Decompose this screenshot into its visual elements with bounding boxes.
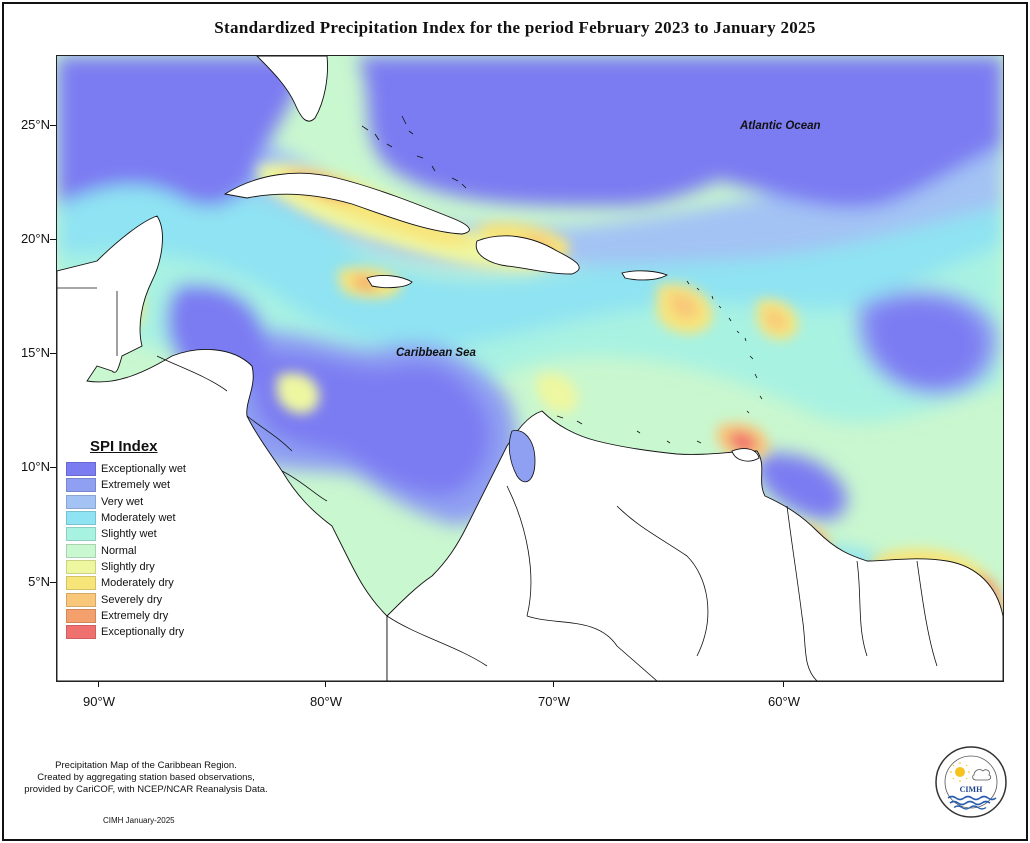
legend-label: Exceptionally dry (101, 626, 185, 639)
legend-item: Extremely dry (66, 608, 206, 624)
legend-swatch (66, 527, 96, 542)
land-cuba (223, 172, 470, 235)
wave-icon (947, 795, 997, 801)
legend-item: Moderately wet (66, 510, 206, 526)
x-tickmark (553, 681, 554, 687)
legend-item: Extremely wet (66, 477, 206, 493)
y-tick-label: 10°N (20, 459, 50, 474)
legend-swatch (66, 559, 96, 574)
legend-label: Normal (101, 544, 137, 557)
legend-swatch (66, 592, 96, 607)
land-south-america (386, 410, 1003, 681)
x-tick-label: 80°W (310, 694, 342, 709)
legend-item: Severely dry (66, 591, 206, 607)
legend-item: Very wet (66, 494, 206, 510)
logo-text: CIMH (960, 785, 983, 794)
legend-item: Slightly dry (66, 559, 206, 575)
legend-swatch (66, 608, 96, 623)
y-tickmark (50, 353, 56, 354)
legend-label: Moderately wet (101, 512, 176, 525)
legend-swatch (66, 543, 96, 558)
legend-swatch (66, 478, 96, 493)
legend-label: Extremely wet (101, 479, 171, 492)
y-tick-label: 25°N (20, 117, 50, 132)
credit-line: provided by CariCOF, with NCEP/NCAR Rean… (24, 784, 268, 795)
land-masses (57, 56, 1003, 681)
credit-line: Precipitation Map of the Caribbean Regio… (55, 760, 237, 771)
legend-swatch (66, 576, 96, 591)
spi-legend: SPI Index Exceptionally wet Extremely wet… (66, 438, 206, 640)
legend-title: SPI Index (90, 438, 158, 455)
x-tick-label: 70°W (538, 694, 570, 709)
legend-label: Moderately dry (101, 577, 174, 590)
legend-swatch (66, 511, 96, 526)
small-islands (361, 115, 763, 444)
label-caribbean-sea: Caribbean Sea (396, 347, 476, 359)
lake-maracaibo (508, 430, 536, 483)
credit-date: CIMH January-2025 (103, 816, 175, 825)
land-trinidad (731, 448, 760, 462)
legend-label: Very wet (101, 495, 144, 508)
spi-map (56, 55, 1004, 682)
y-tickmark (50, 582, 56, 583)
x-tickmark (98, 681, 99, 687)
legend-swatch (66, 462, 96, 477)
spi-map-svg (57, 56, 1003, 681)
legend-item: Normal (66, 542, 206, 558)
legend-label: Exceptionally wet (101, 463, 186, 476)
cimh-logo-svg: CIMH (935, 746, 1007, 818)
legend-item: Moderately dry (66, 575, 206, 591)
land-jamaica (366, 275, 413, 289)
credit-text: Precipitation Map of the Caribbean Regio… (6, 760, 286, 796)
legend-label: Slightly wet (101, 528, 157, 541)
y-tickmark (50, 467, 56, 468)
legend-swatch (66, 494, 96, 509)
legend-label: Severely dry (101, 593, 163, 606)
borders (57, 287, 938, 681)
y-tickmark (50, 125, 56, 126)
legend-label: Slightly dry (101, 560, 155, 573)
legend-swatch (66, 625, 96, 640)
land-mexico-central-america (57, 215, 388, 681)
land-hispaniola (475, 235, 580, 275)
x-tick-label: 60°W (768, 694, 800, 709)
y-tick-label: 5°N (28, 574, 50, 589)
legend-rows: Exceptionally wet Extremely wet Very wet Mo… (66, 461, 206, 640)
label-atlantic-ocean: Atlantic Ocean (740, 120, 821, 132)
legend-item: Exceptionally dry (66, 624, 206, 640)
x-tickmark (325, 681, 326, 687)
y-tick-label: 20°N (20, 231, 50, 246)
credit-line: Created by aggregating station based obs… (37, 772, 255, 783)
legend-item: Exceptionally wet (66, 461, 206, 477)
x-tick-label: 90°W (83, 694, 115, 709)
sun-icon (955, 767, 965, 777)
legend-label: Extremely dry (101, 609, 169, 622)
cloud-icon (972, 769, 992, 781)
y-tickmark (50, 239, 56, 240)
cimh-logo: CIMH (934, 745, 1008, 819)
land-florida (256, 56, 328, 122)
map-title: Standardized Precipitation Index for the… (214, 18, 816, 37)
y-tick-label: 15°N (20, 345, 50, 360)
legend-item: Slightly wet (66, 526, 206, 542)
land-puerto-rico (621, 270, 669, 281)
x-tickmark (783, 681, 784, 687)
